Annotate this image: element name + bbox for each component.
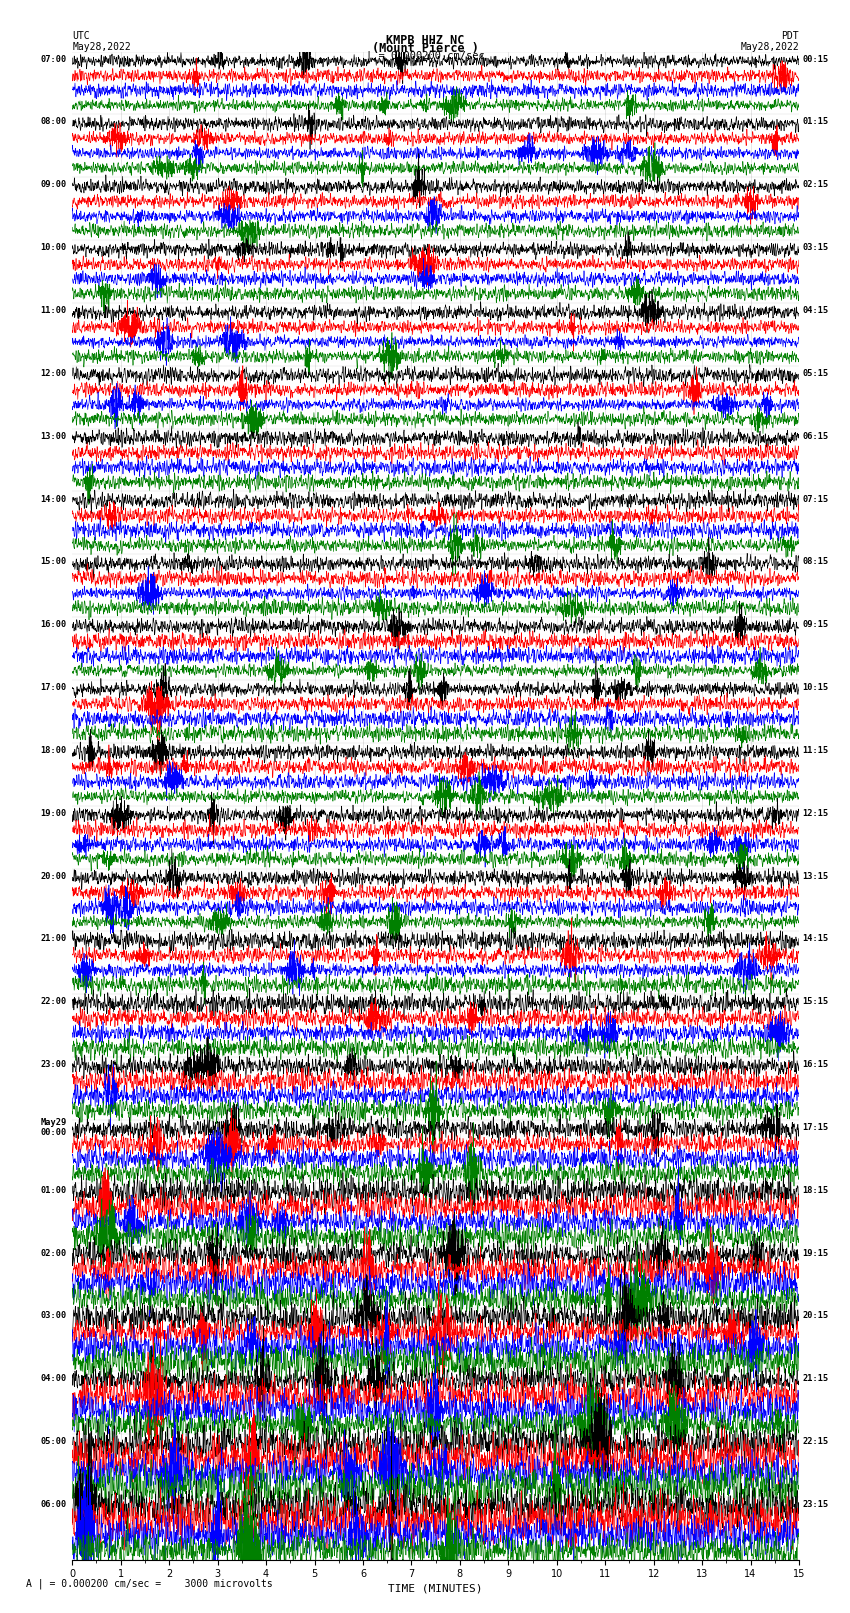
- Text: 13:15: 13:15: [802, 871, 829, 881]
- Text: 01:15: 01:15: [802, 118, 829, 126]
- Text: 12:00: 12:00: [40, 369, 66, 377]
- Text: 00:15: 00:15: [802, 55, 829, 63]
- Text: 15:00: 15:00: [40, 558, 66, 566]
- Text: 01:00: 01:00: [40, 1186, 66, 1195]
- Text: PDT
May28,2022: PDT May28,2022: [740, 31, 799, 52]
- Text: 10:00: 10:00: [40, 244, 66, 252]
- Text: 10:15: 10:15: [802, 682, 829, 692]
- Text: 13:00: 13:00: [40, 432, 66, 440]
- Text: | = 0.000200 cm/sec: | = 0.000200 cm/sec: [366, 50, 484, 61]
- Text: 14:00: 14:00: [40, 495, 66, 503]
- Text: 16:00: 16:00: [40, 621, 66, 629]
- Text: 03:15: 03:15: [802, 244, 829, 252]
- Text: 06:00: 06:00: [40, 1500, 66, 1510]
- Text: 09:00: 09:00: [40, 181, 66, 189]
- Text: 15:15: 15:15: [802, 997, 829, 1007]
- Text: 02:15: 02:15: [802, 181, 829, 189]
- Text: 22:00: 22:00: [40, 997, 66, 1007]
- Text: 02:00: 02:00: [40, 1248, 66, 1258]
- Text: 04:00: 04:00: [40, 1374, 66, 1384]
- Text: 17:15: 17:15: [802, 1123, 829, 1132]
- Text: 08:15: 08:15: [802, 558, 829, 566]
- Text: 04:15: 04:15: [802, 306, 829, 315]
- Text: 06:15: 06:15: [802, 432, 829, 440]
- Text: UTC
May28,2022: UTC May28,2022: [72, 31, 131, 52]
- Text: 09:15: 09:15: [802, 621, 829, 629]
- Text: 07:00: 07:00: [40, 55, 66, 63]
- Text: 07:15: 07:15: [802, 495, 829, 503]
- Text: 11:00: 11:00: [40, 306, 66, 315]
- Text: 20:15: 20:15: [802, 1311, 829, 1321]
- Text: 16:15: 16:15: [802, 1060, 829, 1069]
- Text: 21:00: 21:00: [40, 934, 66, 944]
- Text: 12:15: 12:15: [802, 808, 829, 818]
- Text: 22:15: 22:15: [802, 1437, 829, 1447]
- Text: 19:00: 19:00: [40, 808, 66, 818]
- Text: 05:15: 05:15: [802, 369, 829, 377]
- X-axis label: TIME (MINUTES): TIME (MINUTES): [388, 1584, 483, 1594]
- Text: 23:00: 23:00: [40, 1060, 66, 1069]
- Text: 03:00: 03:00: [40, 1311, 66, 1321]
- Text: 20:00: 20:00: [40, 871, 66, 881]
- Text: KMPB HHZ NC: KMPB HHZ NC: [386, 34, 464, 47]
- Text: 18:15: 18:15: [802, 1186, 829, 1195]
- Text: 17:00: 17:00: [40, 682, 66, 692]
- Text: 19:15: 19:15: [802, 1248, 829, 1258]
- Text: (Mount Pierce ): (Mount Pierce ): [371, 42, 479, 55]
- Text: 11:15: 11:15: [802, 745, 829, 755]
- Text: May29
00:00: May29 00:00: [40, 1118, 66, 1137]
- Text: 23:15: 23:15: [802, 1500, 829, 1510]
- Text: A | = 0.000200 cm/sec =    3000 microvolts: A | = 0.000200 cm/sec = 3000 microvolts: [26, 1578, 272, 1589]
- Text: 14:15: 14:15: [802, 934, 829, 944]
- Text: 18:00: 18:00: [40, 745, 66, 755]
- Text: 05:00: 05:00: [40, 1437, 66, 1447]
- Text: 21:15: 21:15: [802, 1374, 829, 1384]
- Text: 08:00: 08:00: [40, 118, 66, 126]
